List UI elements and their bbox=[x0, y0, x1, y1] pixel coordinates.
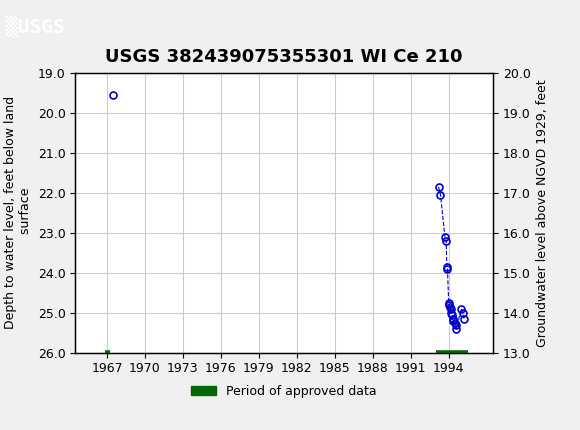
Title: USGS 382439075355301 WI Ce 210: USGS 382439075355301 WI Ce 210 bbox=[106, 48, 463, 66]
Y-axis label: Groundwater level above NGVD 1929, feet: Groundwater level above NGVD 1929, feet bbox=[536, 79, 549, 347]
Text: ▒USGS: ▒USGS bbox=[6, 15, 64, 37]
Legend: Period of approved data: Period of approved data bbox=[186, 380, 382, 403]
Y-axis label: Depth to water level, feet below land
 surface: Depth to water level, feet below land su… bbox=[4, 96, 32, 329]
